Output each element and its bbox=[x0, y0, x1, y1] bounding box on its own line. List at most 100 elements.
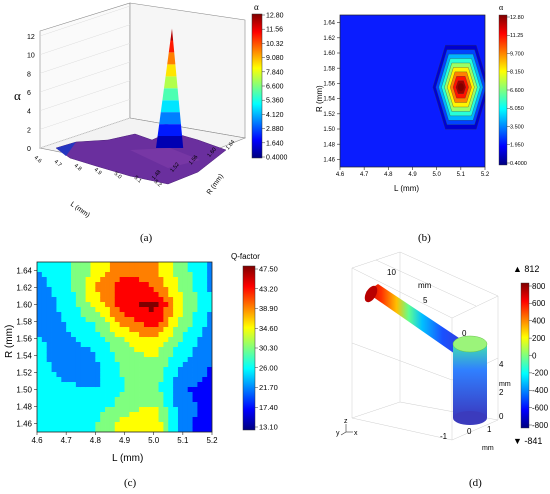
heatmap-cell bbox=[80, 347, 87, 353]
heatmap-cell bbox=[202, 352, 208, 358]
colorbar-min-label: ▼ -841 bbox=[513, 436, 542, 446]
heatmap-cell bbox=[124, 422, 130, 428]
heatmap-cell bbox=[114, 307, 121, 313]
z-tick-label: 12 bbox=[27, 34, 35, 41]
heatmap-cell bbox=[51, 307, 57, 313]
heatmap-cell bbox=[75, 262, 82, 268]
heatmap-cell bbox=[56, 397, 62, 403]
peak-band bbox=[157, 124, 183, 137]
heatmap-cell bbox=[66, 337, 72, 343]
colorbar-tick-label: 0.4000 bbox=[510, 161, 527, 167]
heatmap-cell bbox=[153, 337, 159, 343]
heatmap-cell bbox=[182, 417, 189, 423]
heatmap-cell bbox=[163, 262, 169, 268]
heatmap-cell bbox=[202, 407, 208, 413]
heatmap-cell bbox=[182, 282, 189, 288]
heatmap-cell bbox=[80, 332, 87, 338]
heatmap-cell bbox=[158, 312, 164, 318]
heatmap-cell bbox=[177, 427, 184, 432]
heatmap-cell bbox=[124, 387, 130, 393]
x-tick-label: 4.7 bbox=[360, 172, 369, 178]
heatmap-cell bbox=[85, 302, 91, 308]
heatmap-cell bbox=[134, 382, 140, 388]
heatmap-cell bbox=[61, 372, 67, 378]
heatmap-cell bbox=[139, 327, 145, 333]
heatmap-cell bbox=[124, 282, 130, 288]
heatmap-cell bbox=[95, 377, 101, 383]
heatmap-cell bbox=[71, 372, 77, 378]
heatmap-cell bbox=[134, 387, 140, 393]
heatmap-cell bbox=[202, 277, 208, 283]
panel-c: 4.6 4.7 4.8 4.9 5.0 5.1 5.2 1.64 1.62 1.60 1.58 1.5… bbox=[4, 252, 278, 489]
heatmap-cell bbox=[51, 302, 57, 308]
heatmap-cell bbox=[85, 367, 91, 373]
heatmap-cell bbox=[182, 392, 189, 398]
heatmap-cell bbox=[109, 287, 116, 293]
heatmap-cell bbox=[61, 362, 67, 368]
heatmap-cell bbox=[109, 397, 116, 403]
heatmap-cell bbox=[177, 307, 184, 313]
heatmap-cell bbox=[182, 362, 189, 368]
heatmap-cell bbox=[143, 387, 150, 393]
heatmap-cell bbox=[95, 297, 101, 303]
heatmap-cell bbox=[119, 322, 125, 328]
heatmap-cell bbox=[187, 282, 193, 288]
heatmap-cell bbox=[143, 427, 150, 432]
heatmap-cell bbox=[192, 302, 198, 308]
heatmap-cell bbox=[105, 297, 111, 303]
heatmap-cell bbox=[207, 337, 212, 343]
heatmap-cell bbox=[46, 387, 52, 393]
heatmap-cell bbox=[187, 362, 193, 368]
y-tick-label: 1.56 bbox=[188, 154, 199, 166]
heatmap-cell bbox=[197, 287, 203, 293]
axis-ticks: 4.6 4.7 4.8 4.9 5.0 5.1 5.2 1.64 1.62 1.60 1.58 1.5… bbox=[16, 266, 218, 445]
heatmap-cell bbox=[187, 372, 193, 378]
heatmap-cell bbox=[51, 287, 57, 293]
heatmap-cell bbox=[182, 292, 189, 298]
heatmap-cell bbox=[139, 262, 145, 268]
colorbar-tick-label: 10.32 bbox=[266, 41, 284, 48]
caption-a: (a) bbox=[140, 232, 153, 244]
heatmap-cell bbox=[61, 287, 67, 293]
heatmap-cell bbox=[119, 307, 125, 313]
heatmap-cell bbox=[192, 317, 198, 323]
colorbar-ticks: 800 600 400 200 0 -200 -400 -600 -800 bbox=[529, 282, 549, 430]
heatmap-cell bbox=[100, 292, 106, 298]
heatmap-cell bbox=[158, 352, 164, 358]
heatmap-cell bbox=[207, 392, 212, 398]
heatmap-cell bbox=[46, 352, 52, 358]
heatmap-cell bbox=[46, 397, 52, 403]
axis-right-unit: mm bbox=[499, 381, 511, 388]
colorbar-tick-label: 11.25 bbox=[510, 33, 523, 39]
heatmap-cell bbox=[85, 282, 91, 288]
heatmap-cell bbox=[90, 262, 96, 268]
heatmap-cell bbox=[192, 392, 198, 398]
heatmap-cell bbox=[51, 372, 57, 378]
axis-bottom-tick-2: 1 bbox=[487, 425, 492, 434]
heatmap-cell bbox=[105, 347, 111, 353]
heatmap-cell bbox=[109, 387, 116, 393]
heatmap-cell bbox=[90, 297, 96, 303]
heatmap-cell bbox=[61, 332, 67, 338]
heatmap-cell bbox=[105, 282, 111, 288]
heatmap-cell bbox=[153, 327, 159, 333]
heatmap-cell bbox=[182, 382, 189, 388]
heatmap-cell bbox=[90, 302, 96, 308]
heatmap-cell bbox=[134, 287, 140, 293]
heatmap-cell bbox=[148, 397, 155, 403]
heatmap-cell bbox=[202, 317, 208, 323]
heatmap-cell bbox=[46, 312, 52, 318]
heatmap-cell bbox=[148, 362, 155, 368]
heatmap-cell bbox=[56, 312, 62, 318]
heatmap-cell bbox=[139, 377, 145, 383]
x-tick-label: 4.6 bbox=[336, 172, 345, 178]
heatmap-cell bbox=[129, 402, 135, 408]
heatmap-cell bbox=[85, 332, 91, 338]
heatmap-cell bbox=[173, 357, 179, 363]
heatmap-cell bbox=[119, 302, 125, 308]
heatmap-cell bbox=[85, 262, 91, 268]
heatmap-cell bbox=[41, 332, 48, 338]
heatmap-cell bbox=[182, 262, 189, 268]
heatmap-cell bbox=[41, 322, 48, 328]
heatmap-cell bbox=[66, 402, 72, 408]
